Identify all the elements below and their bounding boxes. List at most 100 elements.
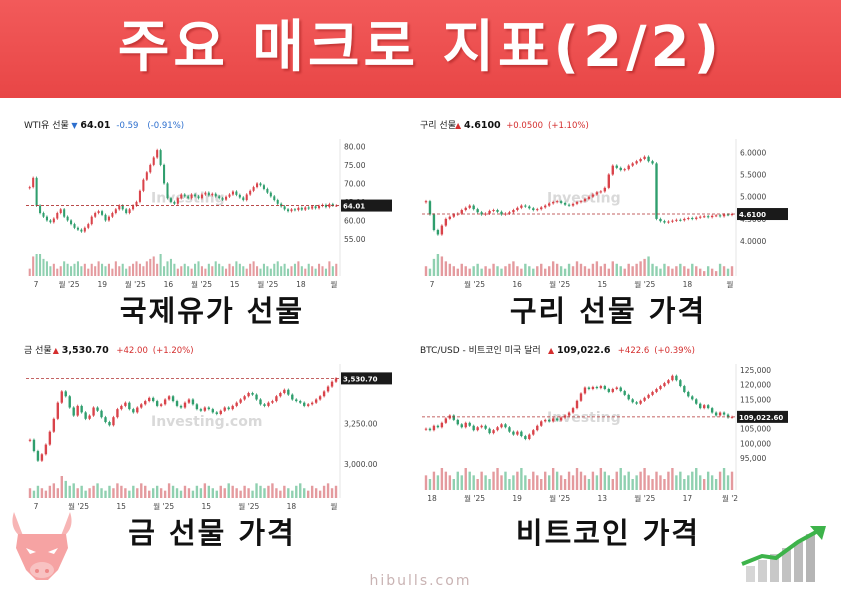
candle-body bbox=[706, 405, 710, 409]
volume-bar bbox=[56, 268, 59, 276]
candle-body bbox=[179, 405, 183, 408]
volume-bar bbox=[579, 263, 583, 276]
volume-bar bbox=[290, 266, 293, 276]
volume-bar bbox=[643, 468, 646, 490]
volume-bar bbox=[318, 490, 322, 498]
candle-body bbox=[219, 410, 222, 414]
volume-bar bbox=[211, 488, 214, 498]
candle-body bbox=[60, 391, 63, 403]
volume-bar bbox=[512, 475, 515, 490]
volume-bar bbox=[623, 475, 626, 490]
volume-bar bbox=[314, 488, 318, 498]
volume-bar bbox=[730, 266, 734, 276]
volume-bar bbox=[651, 479, 654, 490]
volume-bar bbox=[108, 485, 111, 498]
volume-bar bbox=[263, 488, 266, 498]
price-up-arrow-icon: ▲ bbox=[548, 346, 555, 355]
volume-bar bbox=[647, 475, 650, 490]
candle-body bbox=[452, 415, 455, 420]
candle-body bbox=[679, 380, 682, 387]
candle-body bbox=[468, 205, 471, 208]
volume-bar bbox=[92, 485, 95, 498]
candle-body bbox=[171, 396, 175, 402]
candle-body bbox=[80, 229, 83, 232]
volume-bar bbox=[691, 263, 694, 276]
volume-bar bbox=[149, 258, 152, 276]
volume-bar bbox=[444, 471, 448, 490]
candle-body bbox=[266, 188, 269, 193]
volume-bar bbox=[448, 475, 452, 490]
candle-body bbox=[80, 405, 83, 413]
volume-bar bbox=[45, 261, 48, 276]
candle-body bbox=[607, 174, 610, 188]
volume-bar bbox=[40, 488, 44, 498]
volume-bar bbox=[200, 266, 203, 276]
volume-bar bbox=[169, 258, 172, 276]
candle-body bbox=[267, 402, 270, 406]
candle-body bbox=[575, 400, 579, 409]
volume-bar bbox=[128, 266, 131, 276]
x-tick-label: 18 bbox=[287, 502, 297, 511]
candle-body bbox=[318, 205, 321, 209]
candle-body bbox=[639, 400, 642, 404]
volume-bar bbox=[207, 485, 211, 498]
volume-bar bbox=[623, 268, 626, 276]
y-tick-label: 125,000 bbox=[740, 366, 771, 375]
candle-body bbox=[718, 412, 722, 416]
candle-body bbox=[730, 416, 734, 418]
candle-body bbox=[111, 213, 114, 217]
candle-body bbox=[108, 422, 111, 426]
candle-body bbox=[540, 421, 543, 426]
volume-bar bbox=[179, 490, 183, 498]
candle-body bbox=[121, 205, 124, 210]
candle-body bbox=[283, 389, 286, 394]
volume-bar bbox=[424, 266, 428, 276]
chart-header-price: 64.01 bbox=[80, 120, 110, 131]
volume-bar bbox=[599, 468, 603, 490]
candle-body bbox=[591, 386, 595, 389]
volume-bar bbox=[488, 479, 491, 490]
candle-body bbox=[90, 216, 93, 225]
volume-bar bbox=[275, 488, 278, 498]
volume-bar bbox=[615, 263, 618, 276]
candle-body bbox=[579, 393, 583, 401]
candle-body bbox=[88, 415, 91, 419]
candle-body bbox=[32, 177, 35, 188]
candle-body bbox=[52, 218, 55, 223]
volume-bar bbox=[215, 490, 218, 498]
candle-body bbox=[324, 204, 327, 208]
volume-bar bbox=[555, 263, 559, 276]
volume-bar bbox=[647, 256, 650, 276]
volume-bar bbox=[287, 268, 290, 276]
candle-body bbox=[476, 427, 479, 431]
volume-bar bbox=[496, 468, 499, 490]
candle-body bbox=[647, 394, 650, 398]
candle-body bbox=[335, 205, 338, 207]
volume-bar bbox=[326, 483, 330, 498]
candle-body bbox=[331, 204, 334, 206]
candle-body bbox=[540, 207, 543, 210]
candle-body bbox=[176, 198, 179, 204]
candle-body bbox=[152, 397, 155, 402]
volume-bar bbox=[111, 268, 114, 276]
candle-body bbox=[508, 427, 511, 432]
watermark-text: Investing.com bbox=[151, 414, 262, 430]
candle-body bbox=[484, 425, 487, 429]
chart-header-pct: (+1.20%) bbox=[153, 346, 194, 356]
candle-body bbox=[424, 201, 428, 203]
candle-body bbox=[271, 401, 274, 403]
x-tick-label: 월 '25 bbox=[464, 493, 485, 503]
volume-bar bbox=[615, 471, 618, 490]
candle-body bbox=[116, 409, 119, 418]
candle-body bbox=[200, 194, 203, 199]
volume-bar bbox=[583, 475, 587, 490]
candle-body bbox=[512, 431, 515, 435]
volume-bar bbox=[156, 263, 159, 276]
volume-bar bbox=[679, 263, 682, 276]
chart-header-pct: (+1.10%) bbox=[548, 121, 589, 131]
candle-body bbox=[299, 401, 302, 403]
candle-body bbox=[211, 193, 214, 196]
price-down-arrow-icon: ▼ bbox=[71, 121, 78, 130]
candle-body bbox=[432, 425, 436, 431]
volume-bar bbox=[73, 263, 76, 276]
